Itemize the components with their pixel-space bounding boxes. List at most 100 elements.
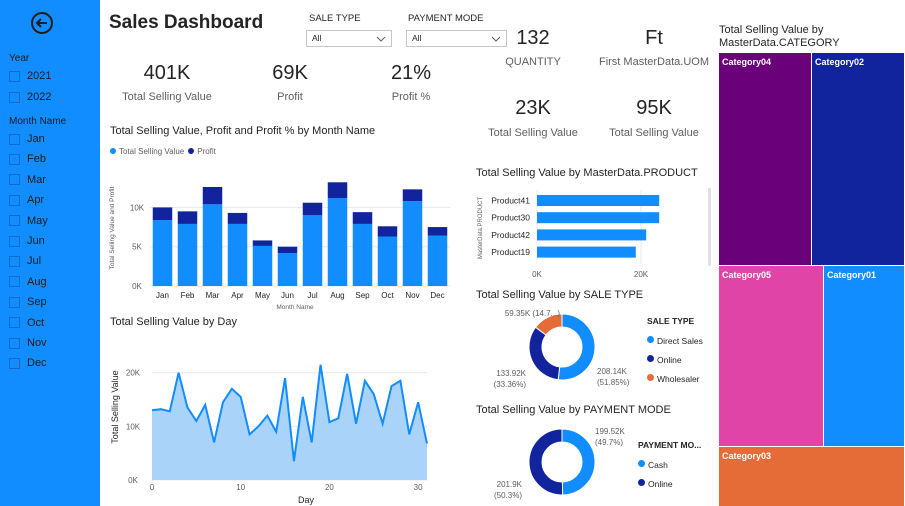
donut-slice[interactable] <box>557 313 596 381</box>
x-tick-label: 0K <box>532 270 542 279</box>
month-checkbox-item[interactable]: Apr <box>9 192 44 208</box>
month-label: Aug <box>27 275 47 288</box>
product-bar[interactable] <box>537 246 636 258</box>
month-checkbox-item[interactable]: Dec <box>9 355 47 371</box>
month-checkbox-item[interactable]: Mar <box>9 172 46 188</box>
kpi-uom-label: First MasterData.UOM <box>598 56 709 68</box>
checkbox[interactable] <box>9 153 20 165</box>
checkbox[interactable] <box>9 255 20 267</box>
year-checkbox-item[interactable]: 2021 <box>9 68 51 84</box>
sale-type-dropdown[interactable]: All <box>306 30 392 47</box>
donut-slice[interactable] <box>528 326 561 381</box>
back-arrow-icon[interactable] <box>31 12 53 34</box>
kpi-total-selling-value-label: Total Selling Value <box>122 91 212 103</box>
month-checkbox-item[interactable]: Sep <box>9 294 47 310</box>
bar-chart-legend: Total Selling Value Profit <box>110 146 216 156</box>
x-tick-label: 20K <box>634 270 649 279</box>
checkbox[interactable] <box>9 296 20 308</box>
treemap-tile-category02[interactable]: Category02 <box>812 53 904 265</box>
treemap-tile-category04[interactable]: Category04 <box>719 53 811 265</box>
month-checkbox-item[interactable]: Jul <box>9 253 41 269</box>
bar-profit[interactable] <box>352 212 373 224</box>
bar-profit[interactable] <box>302 202 323 216</box>
area-line[interactable] <box>151 364 428 462</box>
product-bar[interactable] <box>537 212 660 224</box>
x-tick-label: 30 <box>414 483 423 492</box>
legend-marker <box>638 460 645 468</box>
bar-total-selling-value[interactable] <box>352 223 373 286</box>
bar-profit[interactable] <box>202 187 223 205</box>
y-axis-title: Total Selling Value and Profit <box>109 186 116 269</box>
checkbox[interactable] <box>9 133 20 145</box>
checkbox[interactable] <box>9 70 20 82</box>
bar-profit[interactable] <box>277 246 298 253</box>
legend-label: Wholesaler <box>657 374 700 384</box>
checkbox[interactable] <box>9 337 20 349</box>
legend-label: Cash <box>648 460 668 470</box>
bar-total-selling-value[interactable] <box>202 204 223 286</box>
checkbox[interactable] <box>9 276 20 288</box>
checkbox[interactable] <box>9 215 20 227</box>
bar-profit[interactable] <box>427 227 448 236</box>
bar-profit[interactable] <box>402 189 423 202</box>
donut-slice[interactable] <box>528 428 564 496</box>
bar-profit[interactable] <box>327 182 348 198</box>
legend-marker <box>110 148 116 154</box>
checkbox[interactable] <box>9 317 20 329</box>
product-bar-chart: MasterData.PRODUCT 0K 20K Product41 Product3… <box>478 188 711 279</box>
month-checkbox-item[interactable]: Feb <box>9 151 46 167</box>
month-slicer-title: Month Name <box>9 116 67 127</box>
legend-marker <box>647 355 654 363</box>
bar-profit[interactable] <box>177 211 198 224</box>
scrollbar[interactable] <box>708 188 711 266</box>
bar-total-selling-value[interactable] <box>377 236 398 287</box>
month-checkbox-item[interactable]: Aug <box>9 274 47 290</box>
month-checkbox-item[interactable]: Oct <box>9 315 44 331</box>
treemap-label: Category01 <box>827 270 877 280</box>
bar-profit[interactable] <box>377 226 398 237</box>
donut-slice[interactable] <box>534 313 563 336</box>
bar-chart: Total Selling Value and Profit 0K 5K 10K Jan… <box>109 182 450 311</box>
product-bar[interactable] <box>537 195 660 206</box>
month-checkbox-item[interactable]: Jun <box>9 233 45 249</box>
bar-profit[interactable] <box>252 240 273 246</box>
bar-total-selling-value[interactable] <box>302 215 323 286</box>
product-bar[interactable] <box>537 229 647 241</box>
treemap-tile-category01[interactable]: Category01 <box>824 266 904 446</box>
month-checkbox-item[interactable]: May <box>9 213 48 229</box>
bar-total-selling-value[interactable] <box>227 223 248 286</box>
bar-total-selling-value[interactable] <box>152 220 173 286</box>
chevron-down-icon <box>376 36 386 42</box>
bar-profit[interactable] <box>152 207 173 220</box>
year-checkbox-item[interactable]: 2022 <box>9 89 51 105</box>
x-tick-label: Nov <box>405 291 419 300</box>
bar-total-selling-value[interactable] <box>252 245 273 286</box>
data-label: 208.14K <box>597 367 627 376</box>
bar-total-selling-value[interactable] <box>427 235 448 286</box>
year-label: 2022 <box>27 91 52 103</box>
bar-total-selling-value[interactable] <box>277 253 298 286</box>
treemap-tile-category03[interactable]: Category03 <box>719 447 904 506</box>
legend-label: Total Selling Value <box>119 146 185 156</box>
checkbox[interactable] <box>9 235 20 247</box>
kpi-profit-pct-label: Profit % <box>391 91 431 103</box>
treemap-tile-category05[interactable]: Category05 <box>719 266 823 446</box>
area-chart: Total Selling Value 0K 10K 20K 0 10 20 30 Day <box>110 364 428 505</box>
checkbox[interactable] <box>9 91 20 103</box>
kpi-total-selling-value: 401K <box>143 62 191 84</box>
bar-total-selling-value[interactable] <box>402 201 423 286</box>
y-tick-label: Product19 <box>491 247 530 257</box>
month-checkbox-item[interactable]: Nov <box>9 335 47 351</box>
donut-slice[interactable] <box>561 428 596 496</box>
bar-total-selling-value[interactable] <box>327 198 348 286</box>
checkbox[interactable] <box>9 174 20 186</box>
payment-mode-dropdown[interactable]: All <box>406 30 507 47</box>
x-tick-label: 10 <box>236 483 245 492</box>
checkbox[interactable] <box>9 357 20 369</box>
treemap-label: Category05 <box>722 270 772 280</box>
month-checkbox-item[interactable]: Jan <box>9 131 45 147</box>
bar-profit[interactable] <box>227 212 248 224</box>
x-tick-label: Sep <box>355 291 370 300</box>
bar-total-selling-value[interactable] <box>177 223 198 286</box>
checkbox[interactable] <box>9 194 20 206</box>
